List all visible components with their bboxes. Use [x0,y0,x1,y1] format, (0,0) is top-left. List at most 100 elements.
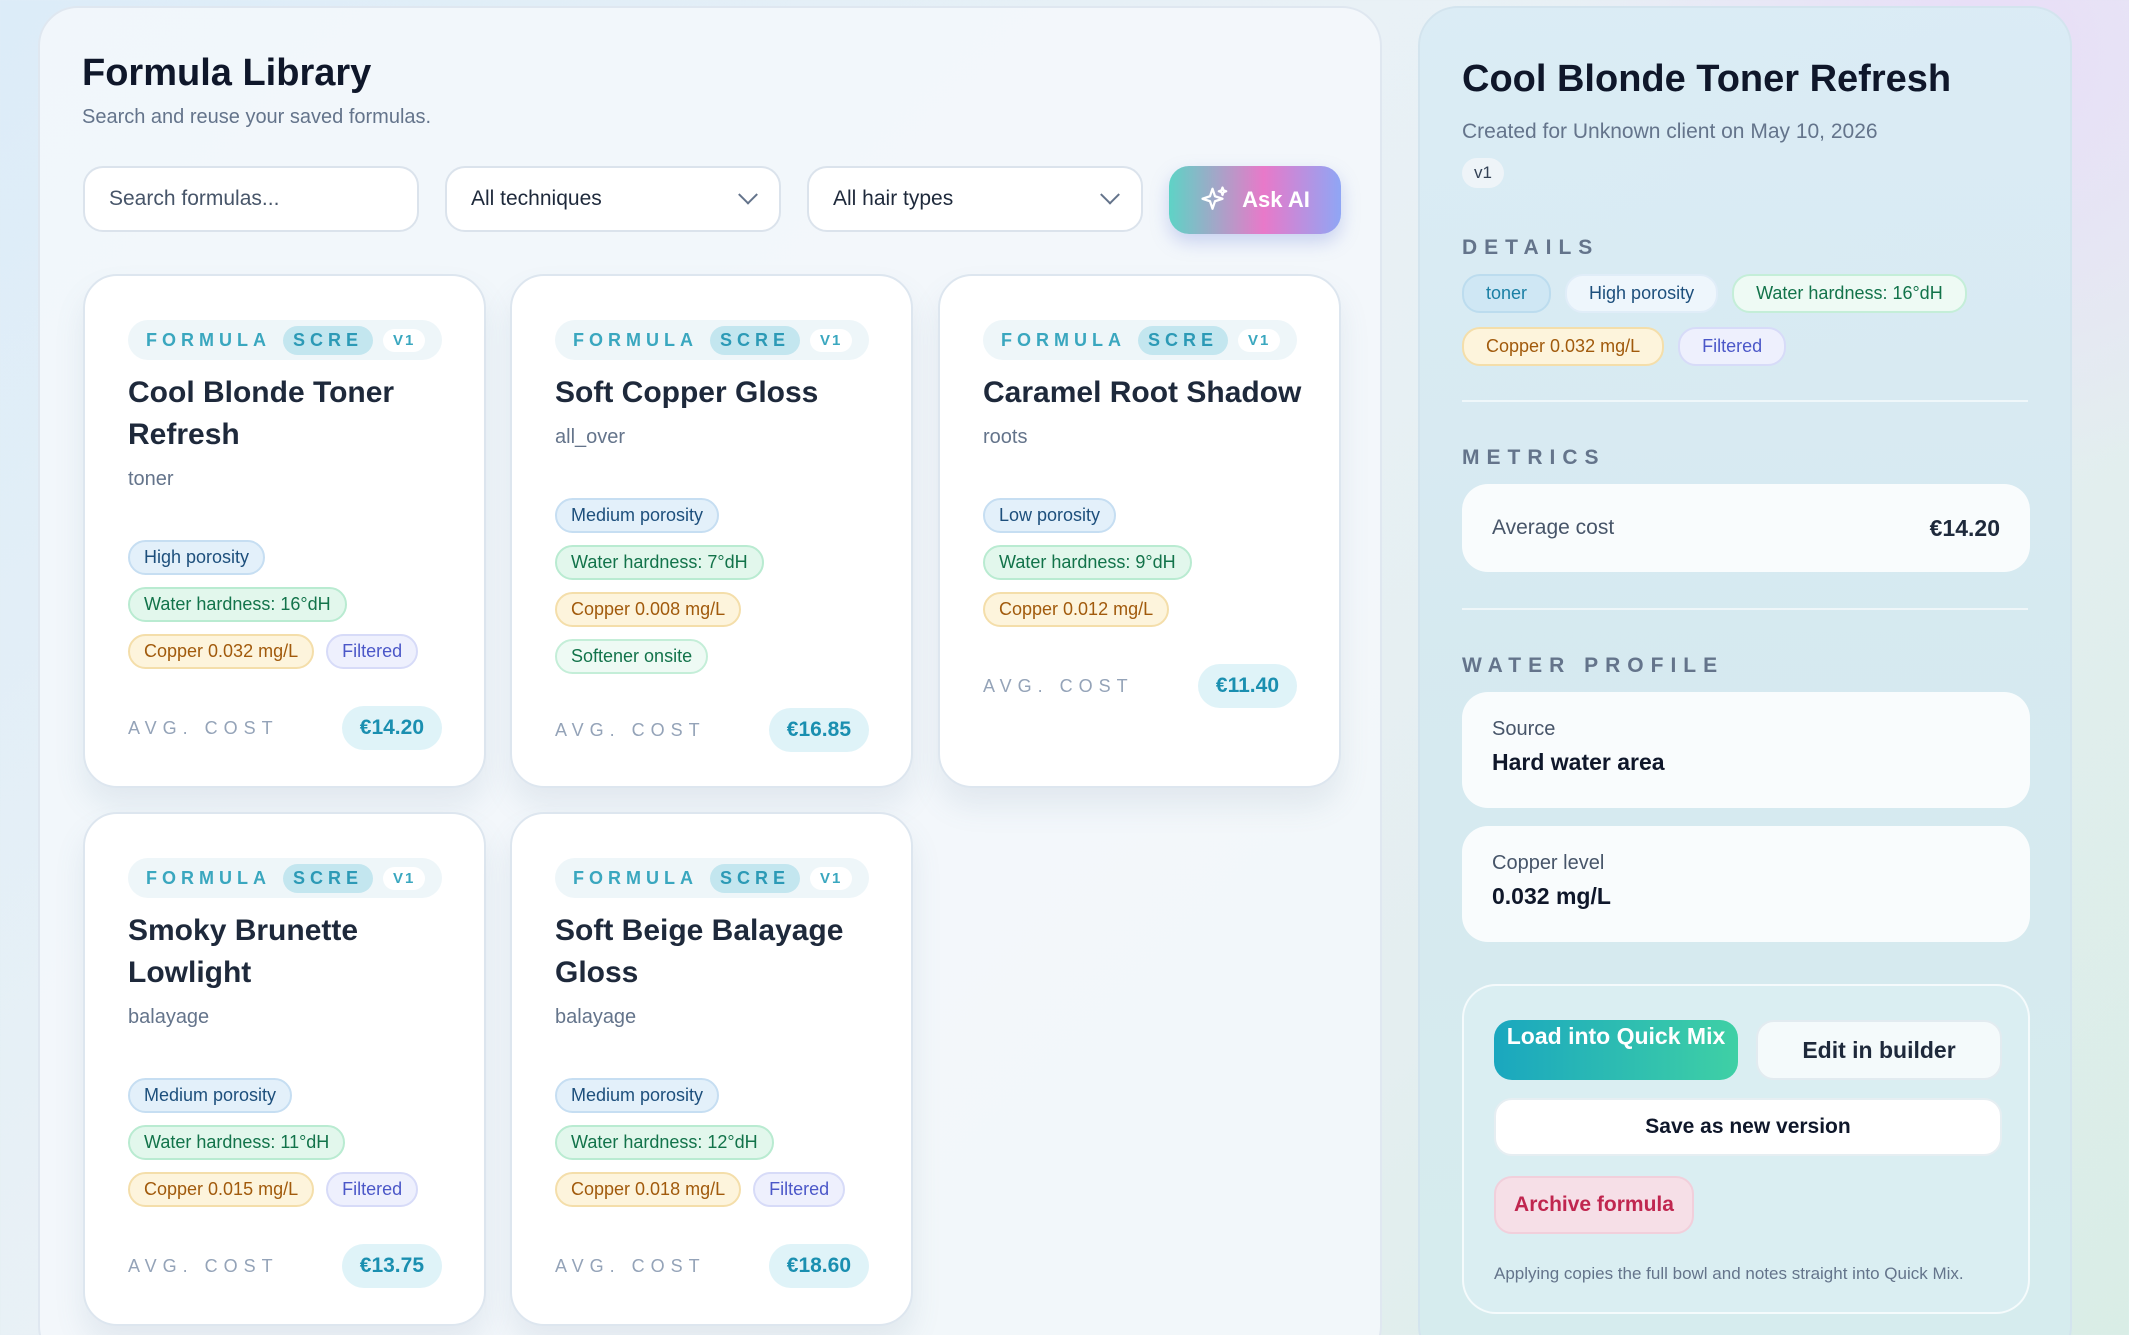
tag-water-hardness: Water hardness: 16°dH [128,587,347,622]
tag-filtered: Filtered [753,1172,846,1207]
card-badge: SCRE [282,325,373,355]
divider [1462,400,2028,402]
card-title: Smoky Brunette Lowlight [128,914,359,989]
card-tags: High porosity Water hardness: 16°dH Copp… [128,540,458,669]
formula-card[interactable]: FORMULA SCRE V1 Cool Blonde Toner Refres… [83,274,486,788]
tag-filtered: Filtered [326,634,419,669]
avg-cost-label: AVG. COST [128,718,279,738]
card-header-label: FORMULA [146,329,271,350]
card-title: Cool Blonde Toner Refresh [128,376,395,451]
card-title: Caramel Root Shadow [983,376,1302,409]
card-version: V1 [810,328,853,352]
card-version: V1 [810,866,853,890]
hair-type-filter-select[interactable]: All hair types [807,166,1143,232]
card-tags: Medium porosity Water hardness: 7°dH Cop… [555,498,885,674]
avg-cost-value: €11.40 [1197,664,1297,708]
card-header-label: FORMULA [573,329,698,350]
search-input[interactable]: Search formulas... [83,166,419,232]
card-title: Soft Copper Gloss [555,376,819,409]
card-header: FORMULA SCRE V1 [983,320,1297,360]
formula-card[interactable]: FORMULA SCRE V1 Caramel Root Shadow root… [938,274,1341,788]
card-version: V1 [1238,328,1281,352]
tag-technique: toner [1462,274,1552,313]
sparkle-icon [1201,186,1228,210]
edit-in-builder-button[interactable]: Edit in builder [1756,1020,2002,1080]
tag-water-hardness: Water hardness: 9°dH [983,545,1192,580]
chevron-down-icon [738,184,758,205]
card-technique: all_over [555,426,626,448]
formula-card[interactable]: FORMULA SCRE V1 Soft Beige Balayage Glos… [510,812,913,1326]
tag-filtered: Filtered [326,1172,419,1207]
card-header: FORMULA SCRE V1 [128,858,442,898]
copper-label: Copper level [1492,852,1605,874]
tag-porosity: Low porosity [983,498,1117,533]
divider [1462,608,2028,610]
save-as-new-version-button[interactable]: Save as new version [1494,1098,2002,1156]
card-header-label: FORMULA [146,867,271,888]
card-title: Soft Beige Balayage Gloss [555,914,844,989]
formula-card[interactable]: FORMULA SCRE V1 Smoky Brunette Lowlight … [83,812,486,1326]
tag-copper: Copper 0.012 mg/L [983,592,1170,627]
tag-filtered: Filtered [1678,327,1787,366]
load-into-quick-mix-button[interactable]: Load into Quick Mix [1494,1020,1738,1080]
ask-ai-button[interactable]: Ask AI [1169,166,1341,234]
card-badge: SCRE [1137,325,1228,355]
card-version: V1 [383,866,426,890]
water-profile-heading: WATER PROFILE [1462,654,1725,677]
card-header: FORMULA SCRE V1 [555,858,869,898]
avg-cost-value: €18.60 [768,1244,869,1288]
detail-title: Cool Blonde Toner Refresh [1462,58,1952,100]
source-value: Hard water area [1492,749,1665,775]
tag-copper: Copper 0.008 mg/L [555,592,742,627]
card-badge: SCRE [709,325,800,355]
tag-water-hardness: Water hardness: 16°dH [1732,274,1967,313]
ask-ai-label: Ask AI [1242,187,1310,212]
card-technique: balayage [555,1006,637,1028]
copper-level-box: Copper level 0.032 mg/L [1462,826,2030,942]
tag-copper: Copper 0.018 mg/L [555,1172,742,1207]
card-header: FORMULA SCRE V1 [128,320,442,360]
search-placeholder: Search formulas... [109,187,280,210]
average-cost-metric: Average cost €14.20 [1462,484,2030,572]
avg-cost-value: €16.85 [768,708,869,752]
tag-porosity: Medium porosity [555,498,720,533]
tag-porosity: Medium porosity [128,1078,293,1113]
metric-label: Average cost [1492,516,1615,539]
card-header: FORMULA SCRE V1 [555,320,869,360]
tag-copper: Copper 0.032 mg/L [1462,327,1665,366]
tag-water-hardness: Water hardness: 11°dH [128,1125,346,1160]
card-tags: Medium porosity Water hardness: 12°dH Co… [555,1078,885,1207]
avg-cost-value: €14.20 [341,706,442,750]
technique-filter-value: All techniques [471,187,602,210]
detail-subtitle: Created for Unknown client on May 10, 20… [1462,120,1878,143]
formula-card[interactable]: FORMULA SCRE V1 Soft Copper Gloss all_ov… [510,274,913,788]
card-version: V1 [383,328,426,352]
actions-note: Applying copies the full bowl and notes … [1494,1264,1964,1283]
tag-porosity: Medium porosity [555,1078,720,1113]
metrics-heading: METRICS [1462,446,1606,469]
card-header-label: FORMULA [1001,329,1126,350]
metric-value: €14.20 [1929,514,2000,541]
tag-copper: Copper 0.032 mg/L [128,634,315,669]
tag-copper: Copper 0.015 mg/L [128,1172,315,1207]
avg-cost-label: AVG. COST [128,1256,279,1276]
actions-card: Load into Quick Mix Edit in builder Save… [1462,984,2030,1314]
details-heading: DETAILS [1462,236,1600,259]
tag-water-hardness: Water hardness: 12°dH [555,1125,774,1160]
avg-cost-value: €13.75 [341,1244,442,1288]
page-subtitle: Search and reuse your saved formulas. [82,106,432,128]
tag-porosity: High porosity [1565,274,1719,313]
detail-tags: toner High porosity Water hardness: 16°d… [1462,274,2022,366]
card-technique: balayage [128,1006,210,1028]
archive-formula-button[interactable]: Archive formula [1494,1176,1694,1234]
card-badge: SCRE [282,863,373,893]
chevron-down-icon [1100,184,1120,205]
formula-library-panel: Formula Library Search and reuse your sa… [38,6,1382,1335]
technique-filter-select[interactable]: All techniques [445,166,781,232]
tag-softener: Softener onsite [555,639,709,674]
tag-water-hardness: Water hardness: 7°dH [555,545,764,580]
avg-cost-label: AVG. COST [983,676,1134,696]
formula-detail-panel: Cool Blonde Toner Refresh Created for Un… [1418,6,2072,1335]
avg-cost-label: AVG. COST [555,1256,706,1276]
card-badge: SCRE [709,863,800,893]
